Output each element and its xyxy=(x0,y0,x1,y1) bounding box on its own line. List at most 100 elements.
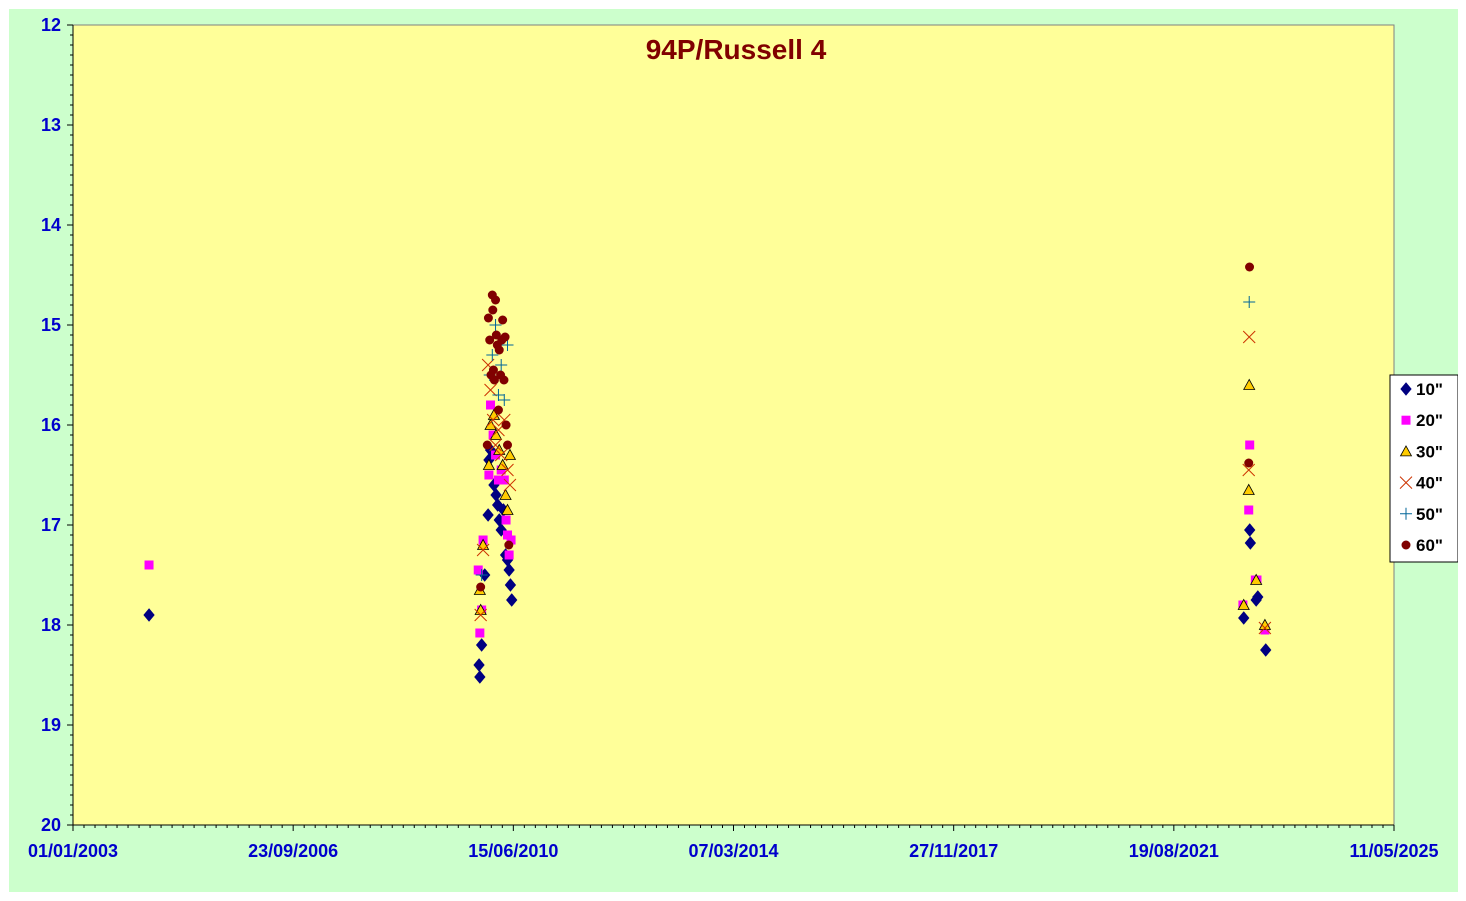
data-point xyxy=(501,515,511,525)
data-point xyxy=(494,345,504,355)
data-point xyxy=(503,563,515,577)
data-point xyxy=(1258,618,1272,630)
data-point xyxy=(475,638,488,652)
data-point xyxy=(504,550,514,560)
x-tick-label: 01/01/2003 xyxy=(28,841,118,861)
data-point xyxy=(501,463,514,477)
legend-label: 50" xyxy=(1416,505,1443,524)
data-point xyxy=(1243,296,1256,308)
data-point xyxy=(475,569,488,581)
data-point xyxy=(493,405,503,415)
data-point xyxy=(1244,523,1256,537)
data-point xyxy=(489,319,502,331)
data-point xyxy=(498,315,508,325)
x-axis: 01/01/2003 23/09/2006 15/06/2010 07/03/2014… xyxy=(28,824,1439,861)
data-point xyxy=(1249,573,1263,585)
y-tick-label: 20 xyxy=(41,815,61,835)
y-tick-label: 18 xyxy=(41,615,61,635)
data-point xyxy=(496,465,506,475)
data-point xyxy=(488,365,498,375)
x-tick-label: 23/09/2006 xyxy=(248,841,338,861)
data-point xyxy=(489,375,499,385)
data-point xyxy=(491,450,501,460)
data-point xyxy=(475,628,485,638)
data-point xyxy=(499,375,509,385)
legend-marker xyxy=(1400,507,1412,520)
data-point xyxy=(493,443,506,455)
legend-marker xyxy=(1401,415,1411,425)
data-point xyxy=(1244,505,1254,515)
data-point xyxy=(1260,643,1272,657)
data-point xyxy=(1245,440,1255,450)
data-point xyxy=(483,313,493,323)
x-tick-label: 07/03/2014 xyxy=(688,841,778,861)
data-point xyxy=(1258,621,1272,635)
data-point xyxy=(488,305,498,315)
data-point xyxy=(495,359,508,371)
y-tick-label: 19 xyxy=(41,715,61,735)
data-point xyxy=(1245,262,1255,272)
data-point xyxy=(1242,330,1256,344)
y-tick-label: 13 xyxy=(41,115,61,135)
plot-area xyxy=(72,24,1395,826)
legend-label: 30" xyxy=(1416,442,1443,461)
data-point xyxy=(1260,625,1270,635)
x-tick-label: 19/08/2021 xyxy=(1129,841,1219,861)
data-point xyxy=(501,339,514,351)
data-point xyxy=(474,608,488,622)
data-point xyxy=(1244,536,1257,550)
y-tick-label: 14 xyxy=(41,215,61,235)
legend-box xyxy=(1389,374,1458,563)
data-point xyxy=(1252,590,1264,604)
chart-svg: 12 13 14 15 16 17 18 19 20 01/01/2003 23/09/2006 1… xyxy=(28,15,1458,861)
data-point xyxy=(1242,463,1256,477)
series-group xyxy=(474,330,1272,635)
data-point xyxy=(501,420,511,430)
chart-area: 12 13 14 15 16 17 18 19 20 01/01/2003 23/09/2006 1… xyxy=(9,9,1458,892)
legend-marker xyxy=(1399,476,1413,489)
data-point xyxy=(486,400,496,410)
x-tick-label: 27/11/2017 xyxy=(909,841,998,861)
data-point xyxy=(1242,483,1255,495)
data-point xyxy=(476,543,490,557)
y-tick-label: 12 xyxy=(41,15,61,35)
y-tick-label: 17 xyxy=(41,515,61,535)
data-point xyxy=(486,349,499,361)
data-point xyxy=(506,593,518,607)
data-point xyxy=(1237,598,1250,610)
data-point xyxy=(143,608,155,622)
data-point xyxy=(489,438,502,452)
data-point xyxy=(485,335,495,345)
chart-title: 94P/Russell 4 xyxy=(646,34,827,65)
legend-marker xyxy=(1399,445,1413,457)
data-point xyxy=(491,295,501,305)
data-point xyxy=(482,508,494,522)
series-group xyxy=(476,262,1255,592)
data-point xyxy=(506,535,516,545)
legend-label: 10" xyxy=(1416,380,1443,399)
data-point xyxy=(503,478,517,492)
x-tick-label: 15/06/2010 xyxy=(468,841,558,861)
legend-marker xyxy=(1400,382,1412,396)
data-points xyxy=(143,262,1272,684)
data-point xyxy=(144,560,154,570)
data-point xyxy=(1244,458,1254,468)
legend: 10" 20" 30" 40" 50" 60" xyxy=(1389,374,1458,563)
data-point xyxy=(473,565,483,575)
data-point xyxy=(498,394,511,406)
data-point xyxy=(503,440,513,450)
data-point xyxy=(482,440,492,450)
legend-label: 40" xyxy=(1416,474,1443,493)
data-point xyxy=(1238,611,1250,625)
data-point xyxy=(504,540,514,550)
data-point xyxy=(500,332,510,342)
y-tick-label: 16 xyxy=(41,415,61,435)
data-point xyxy=(492,389,505,401)
legend-label: 60" xyxy=(1416,536,1443,555)
legend-marker xyxy=(1401,540,1411,550)
y-axis: 12 13 14 15 16 17 18 19 20 xyxy=(41,15,74,835)
data-point xyxy=(473,658,485,672)
data-point xyxy=(1243,378,1256,390)
data-point xyxy=(499,488,512,500)
data-point xyxy=(503,448,517,460)
